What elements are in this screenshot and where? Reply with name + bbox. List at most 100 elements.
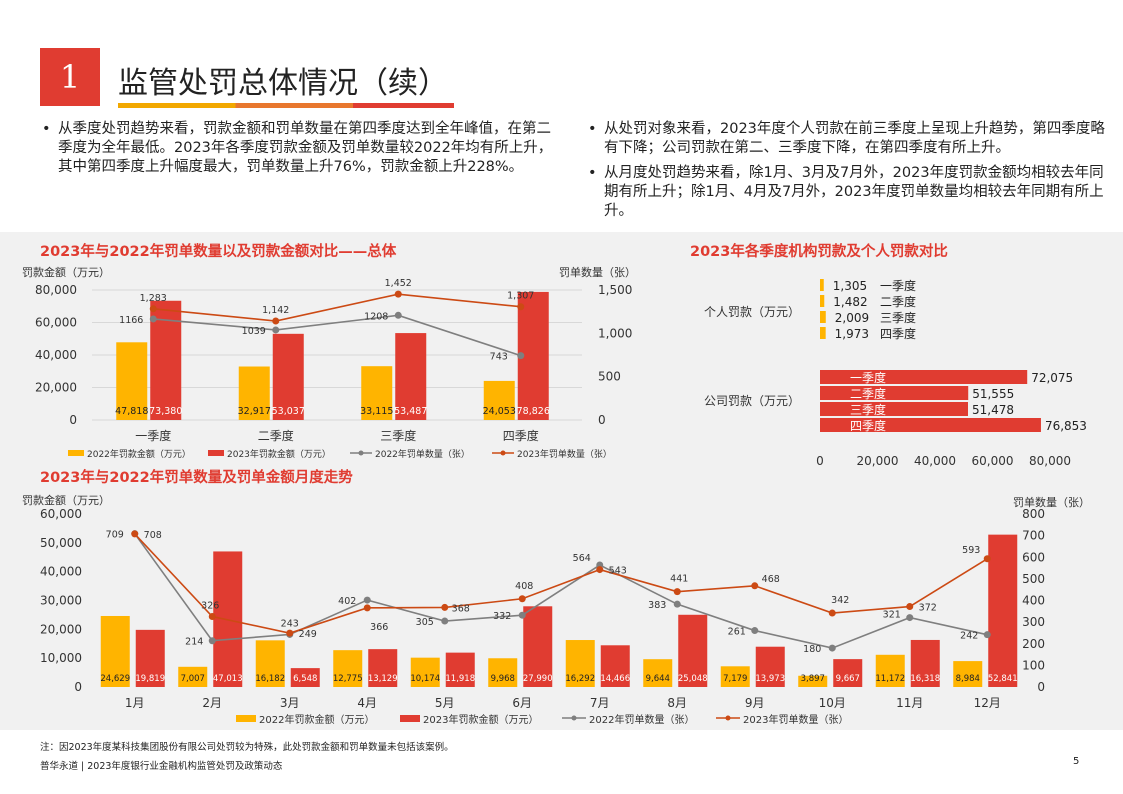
chart2-title: 2023年各季度机构罚款及个人罚款对比: [690, 244, 948, 260]
x-tick-label: 二季度: [258, 428, 294, 443]
line-point: [208, 613, 216, 621]
y-tick-label: 80,000: [35, 283, 77, 297]
line-point: [983, 555, 991, 563]
x-tick-label: 6月: [512, 696, 532, 710]
legend-label: 2023年罚款金额（万元）: [423, 713, 538, 726]
bar-value-label: 13,129: [368, 674, 398, 684]
point-label: 180: [803, 644, 821, 655]
line-point: [363, 604, 371, 612]
x-tick-label: 3月: [280, 696, 300, 710]
x-tick-label: 60,000: [972, 454, 1014, 468]
line-point: [394, 290, 402, 298]
bar-value-label: 73,380: [149, 406, 182, 417]
bar: [488, 658, 518, 687]
series-line: [153, 314, 522, 357]
x-tick-label: 4月: [357, 696, 377, 710]
bar: [833, 659, 863, 687]
bullet-item: 从季度处罚趋势来看，罚款金额和罚单数量在第四季度达到全年峰值，在第二季度为全年最…: [40, 120, 560, 177]
bar: [523, 606, 553, 687]
bullet-item: 从处罚对象来看，2023年度个人罚款在前三季度上呈现上升趋势，第四季度略有下降；…: [586, 120, 1106, 158]
point-label: 709: [106, 530, 124, 541]
section-number: 1: [40, 48, 100, 106]
y2-tick-label: 800: [1022, 507, 1045, 521]
x-tick-label: 8月: [667, 696, 687, 710]
line-point: [906, 603, 914, 611]
point-label: 564: [573, 553, 591, 564]
bar: [678, 614, 708, 687]
y-tick-label: 20,000: [40, 622, 82, 636]
bar-value-label: 27,990: [523, 674, 553, 684]
x-tick-label: 9月: [745, 696, 765, 710]
line-point: [751, 582, 759, 590]
y2-tick-label: 0: [598, 413, 606, 427]
page-title: 监管处罚总体情况（续）: [118, 66, 448, 101]
bar-value-label: 14,466: [600, 674, 630, 684]
footer: 普华永道 | 2023年度银行业金融机构监管处罚及政策动态: [40, 761, 283, 772]
point-label: 593: [962, 545, 980, 556]
point-label: 326: [201, 601, 219, 612]
bar-value-label: 7,179: [723, 674, 747, 684]
footnote: 注：因2023年度某科技集团股份有限公司处罚较为特殊，此处罚款金额和罚单数量未包…: [40, 742, 454, 753]
point-label: 743: [490, 352, 508, 363]
y-tick-label: 40,000: [40, 565, 82, 579]
category-label: 二季度: [850, 386, 886, 401]
bar-value-label: 24,629: [100, 674, 130, 684]
bar-value-label: 32,917: [238, 406, 271, 417]
x-tick-label: 20,000: [857, 454, 899, 468]
y2-tick-label: 600: [1022, 550, 1045, 564]
x-tick-label: 5月: [435, 696, 455, 710]
legend-swatch: [236, 715, 256, 722]
bar: [368, 649, 398, 687]
bullets-right: 从处罚对象来看，2023年度个人罚款在前三季度上呈现上升趋势，第四季度略有下降；…: [586, 120, 1106, 227]
bar-value-label: 7,007: [181, 674, 205, 684]
legend-marker: [358, 450, 364, 456]
point-label: 249: [299, 629, 317, 640]
point-label: 242: [960, 631, 978, 642]
y2-tick-label: 1,000: [598, 326, 632, 340]
x-tick-label: 一季度: [135, 428, 171, 443]
bar: [100, 615, 130, 687]
line-point: [673, 588, 681, 596]
line-point: [272, 326, 280, 334]
legend-label: 2022年罚单数量（张）: [375, 448, 470, 460]
bar: [565, 640, 595, 687]
point-label: 708: [144, 530, 162, 541]
x-tick-label: 80,000: [1029, 454, 1071, 468]
line-point: [517, 352, 525, 360]
legend-marker: [500, 450, 506, 456]
bar-value-label: 52,841: [988, 674, 1018, 684]
bar: [255, 640, 285, 687]
bar: [333, 650, 363, 687]
x-tick-label: 7月: [590, 696, 610, 710]
point-label: 402: [338, 596, 356, 607]
y2-axis-label: 罚单数量（张）: [559, 266, 636, 279]
legend-label: 2022年罚款金额（万元）: [259, 713, 374, 726]
y2-tick-label: 400: [1022, 594, 1045, 608]
bar-value-label: 19,819: [135, 674, 165, 684]
bullets-left: 从季度处罚趋势来看，罚款金额和罚单数量在第四季度达到全年峰值，在第二季度为全年最…: [40, 120, 560, 183]
bar-value-label: 6,548: [293, 674, 317, 684]
point-label: 243: [281, 618, 299, 629]
category-label: 二季度: [880, 294, 916, 309]
legend-swatch: [208, 450, 224, 456]
bar-value-label: 1,973: [835, 327, 869, 341]
point-label: 214: [185, 637, 203, 648]
bar: [755, 646, 785, 687]
category-label: 四季度: [880, 326, 916, 341]
bar: [483, 380, 515, 420]
category-label: 一季度: [850, 370, 886, 385]
bar-value-label: 16,318: [910, 674, 940, 684]
x-tick-label: 11月: [896, 696, 923, 710]
legend-label: 2023年罚单数量（张）: [517, 448, 612, 460]
legend-marker: [571, 715, 577, 721]
page-number: 5: [1073, 756, 1080, 767]
point-label: 441: [670, 574, 688, 585]
line-point: [518, 611, 526, 619]
category-label: 三季度: [850, 402, 886, 417]
point-label: 468: [762, 574, 780, 585]
bar: [643, 659, 673, 687]
legend-label: 2022年罚款金额（万元）: [87, 448, 191, 460]
line-point: [517, 303, 525, 311]
bar: [178, 666, 208, 687]
bar: [820, 279, 824, 291]
